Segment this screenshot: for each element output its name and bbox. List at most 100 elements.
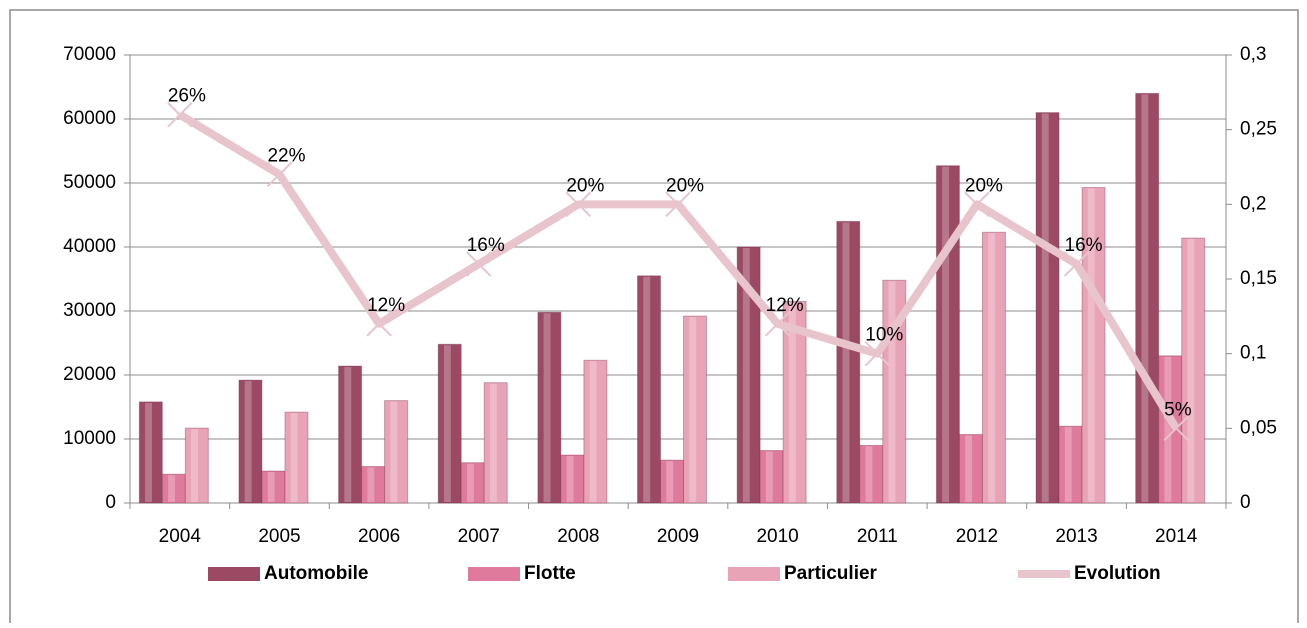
x-tick-label: 2005 (258, 526, 300, 547)
bar-shade (765, 451, 773, 502)
x-tick-label: 2004 (159, 526, 202, 547)
x-tick-label: 2007 (458, 526, 500, 547)
y2-tick-label: 0,05 (1240, 417, 1277, 438)
y-tick-label: 40000 (63, 236, 116, 257)
line-marker (167, 102, 193, 128)
bar-shade (1041, 113, 1049, 502)
bar-shade (788, 302, 796, 502)
bar (736, 246, 761, 504)
y-tick-label: 10000 (63, 428, 116, 449)
bar (1081, 186, 1106, 504)
legend-label: Evolution (1074, 563, 1161, 584)
line-marker (366, 311, 392, 337)
y-tick-label: 30000 (63, 300, 116, 321)
legend-swatch (468, 567, 520, 581)
data-label: 20% (566, 175, 604, 196)
legend-label: Automobile (264, 563, 369, 584)
bar (1135, 92, 1160, 504)
data-label: 16% (467, 235, 505, 256)
bar-shade (1087, 188, 1095, 503)
y-tick-label: 20000 (63, 364, 116, 385)
line-marker (266, 161, 293, 188)
bar (683, 315, 707, 504)
bar (836, 220, 861, 504)
line-marker (964, 191, 990, 218)
bar-shade (942, 166, 950, 502)
y2-tick-label: 0,2 (1240, 193, 1266, 214)
legend-swatch (728, 567, 780, 581)
x-tick-label: 2008 (557, 526, 599, 547)
y2-tick-label: 0,1 (1240, 343, 1266, 364)
bar (1181, 237, 1206, 504)
data-label: 12% (367, 295, 405, 316)
bar-shade (689, 317, 697, 502)
line-marker (764, 311, 791, 337)
bar-shade (888, 281, 896, 502)
x-tick-label: 2011 (857, 526, 898, 547)
y-tick-label: 60000 (63, 108, 116, 129)
x-tick-label: 2013 (1055, 526, 1097, 547)
bar-shade (1064, 427, 1072, 502)
bar (338, 365, 363, 504)
line-marker (1063, 251, 1090, 277)
bar-shade (965, 435, 973, 502)
bar-shade (344, 367, 352, 502)
data-label: 22% (267, 145, 305, 166)
bar (1035, 112, 1060, 504)
bar-shade (267, 472, 275, 502)
data-label: 10% (865, 325, 903, 346)
bar-shade (290, 413, 298, 502)
bar (637, 275, 661, 504)
bar-shade (742, 248, 750, 502)
bar-shade (145, 402, 152, 502)
bar-shade (666, 461, 674, 502)
data-label: 5% (1164, 399, 1192, 420)
bar (782, 300, 807, 504)
legend-label: Flotte (524, 563, 576, 584)
bar (238, 379, 263, 504)
bar-shade (566, 456, 574, 502)
bar-shade (543, 313, 551, 502)
x-tick-label: 2006 (358, 526, 400, 547)
line-marker (466, 251, 492, 277)
x-tick-label: 2014 (1155, 526, 1198, 547)
y2-tick-label: 0,25 (1240, 119, 1277, 140)
bar-shade (244, 381, 252, 502)
bar-shade (1141, 94, 1149, 503)
x-tick-label: 2010 (756, 526, 798, 547)
bar (583, 359, 608, 504)
data-label: 12% (766, 295, 804, 316)
bar-shade (842, 222, 850, 502)
data-label: 20% (965, 175, 1003, 196)
bar (184, 427, 209, 504)
x-tick-label: 2009 (657, 526, 699, 547)
line-marker (565, 191, 592, 218)
line-marker (665, 191, 691, 218)
bar-shade (643, 276, 651, 502)
data-label: 26% (168, 86, 206, 107)
bar-shade (589, 361, 597, 502)
bar-shade (988, 233, 996, 502)
x-tick-label: 2012 (956, 526, 998, 547)
bar (483, 382, 508, 504)
line-marker (1163, 415, 1189, 442)
bar-shade (466, 463, 474, 502)
y2-tick-label: 0,3 (1240, 44, 1266, 65)
bar (981, 231, 1006, 504)
line-marker (864, 340, 890, 367)
bar-shade (191, 429, 198, 502)
bar-shade (390, 401, 398, 502)
data-label: 16% (1065, 235, 1103, 256)
y-tick-label: 0 (105, 492, 116, 513)
bar (437, 343, 462, 504)
data-label: 20% (666, 175, 704, 196)
bar (138, 401, 163, 504)
y2-tick-label: 0 (1240, 492, 1251, 513)
bar-shade (1187, 239, 1195, 503)
bar-shade (489, 383, 497, 502)
legend-swatch (208, 567, 260, 581)
bar-shade (443, 345, 451, 502)
bar-shade (865, 446, 873, 502)
bar (537, 311, 562, 504)
